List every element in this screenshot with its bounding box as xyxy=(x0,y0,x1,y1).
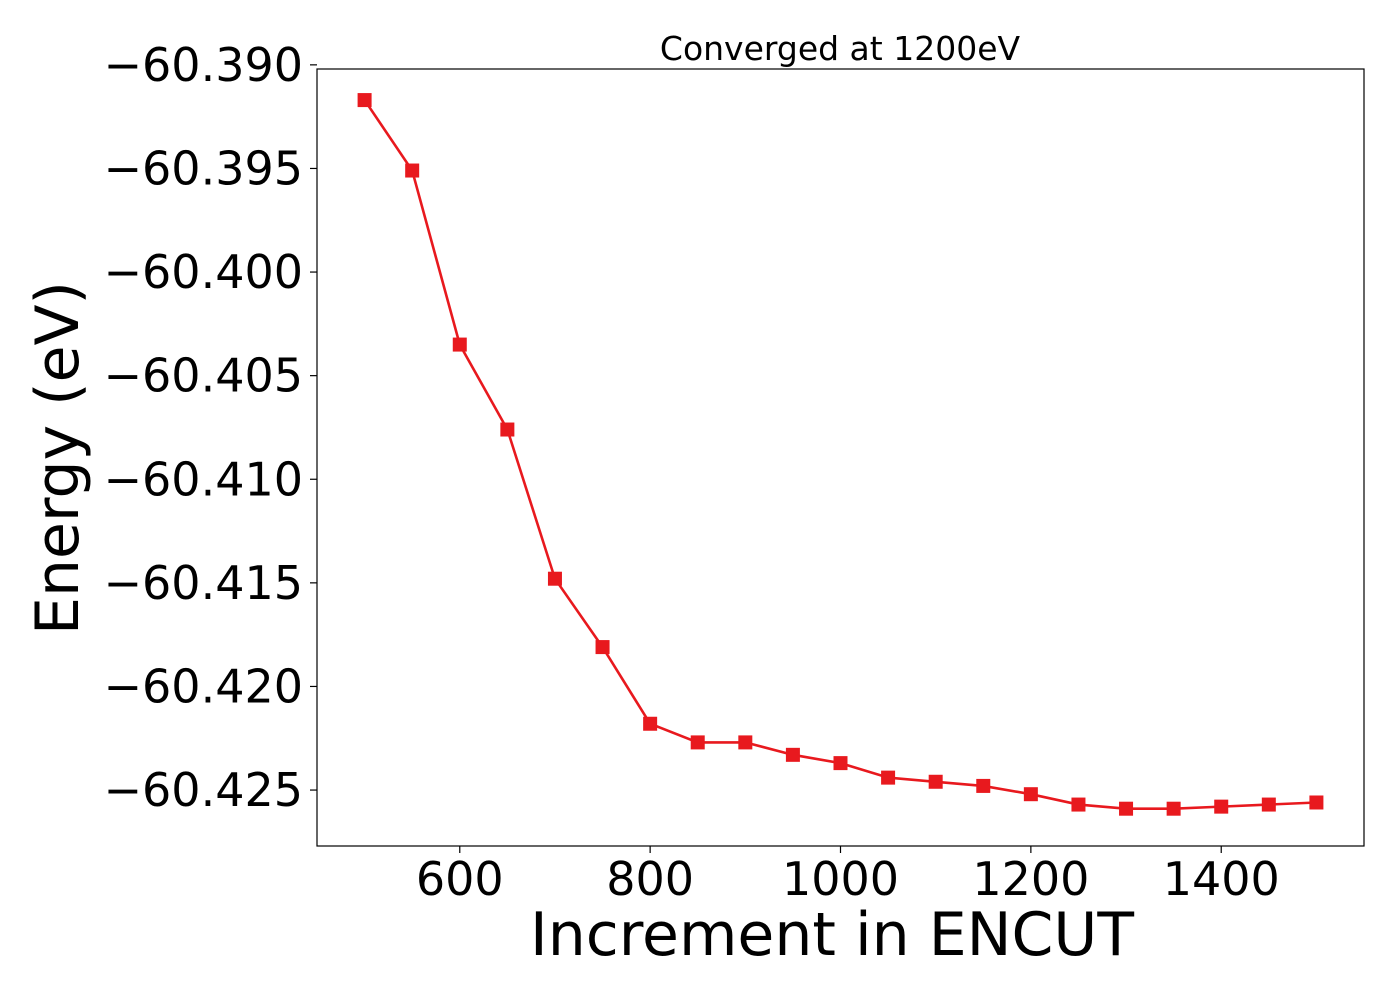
data-point xyxy=(1166,801,1181,816)
y-tick-label: −60.410 xyxy=(104,452,304,506)
x-tick-label: 600 xyxy=(416,852,504,906)
data-point xyxy=(881,770,896,785)
y-tick-label: −60.425 xyxy=(104,763,304,817)
x-tick-label: 800 xyxy=(606,852,694,906)
data-point xyxy=(1119,801,1134,816)
series-line xyxy=(363,99,1317,811)
x-tick-label: 1000 xyxy=(782,852,899,906)
data-point xyxy=(1261,797,1276,812)
data-point xyxy=(357,93,372,108)
data-point xyxy=(595,640,610,655)
data-point xyxy=(928,774,943,789)
x-axis-label: Increment in ENCUT xyxy=(530,900,1134,970)
data-point xyxy=(833,756,848,771)
x-axis: 600 800 1000 1200 1400 xyxy=(416,846,1280,906)
y-tick-label: −60.395 xyxy=(104,141,304,195)
y-tick-label: −60.420 xyxy=(104,659,304,713)
data-point xyxy=(976,778,991,793)
data-point xyxy=(1023,787,1038,802)
data-point xyxy=(643,716,658,731)
data-point xyxy=(1309,795,1324,810)
data-point xyxy=(1071,797,1086,812)
y-axis: −60.390 −60.395 −60.400 −60.405 −60.410 −60.4… xyxy=(104,38,317,817)
chart-title: Converged at 1200eV xyxy=(660,29,1021,68)
y-tick-label: −60.415 xyxy=(104,556,304,610)
y-tick-label: −60.405 xyxy=(104,349,304,403)
plot-frame xyxy=(316,68,1365,847)
plot-area xyxy=(357,93,1324,816)
data-point xyxy=(405,163,420,178)
data-point xyxy=(452,337,467,352)
x-tick-label: 1200 xyxy=(972,852,1089,906)
data-point xyxy=(690,735,705,750)
data-point xyxy=(1214,799,1229,814)
y-tick-label: −60.400 xyxy=(104,245,304,299)
x-tick-label: 1400 xyxy=(1163,852,1280,906)
data-point xyxy=(500,422,515,437)
y-tick-label: −60.390 xyxy=(104,38,304,92)
data-point xyxy=(738,735,753,750)
data-point xyxy=(785,747,800,762)
y-axis-label: Energy (eV) xyxy=(23,281,93,635)
data-point xyxy=(547,571,562,586)
